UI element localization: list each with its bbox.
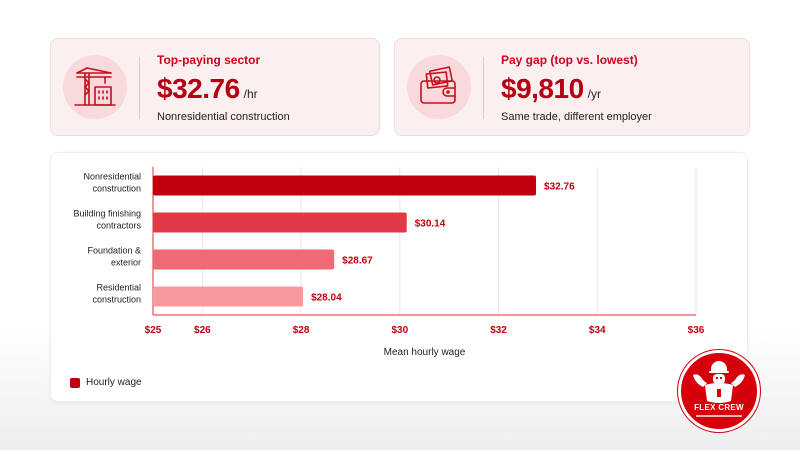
category-label: Residential (96, 283, 141, 293)
legend-swatch (70, 377, 80, 388)
worker-mascot-icon (693, 361, 745, 403)
card-subtitle: Same trade, different employer (501, 111, 652, 123)
bar (153, 249, 335, 270)
card-label: Pay gap (top vs. lowest) (501, 53, 638, 67)
bar-value-label: $28.67 (342, 256, 373, 267)
legend-label: Hourly wage (86, 377, 142, 388)
card-label: Top-paying sector (157, 53, 261, 67)
category-label: Building finishing (73, 209, 141, 219)
x-tick-label: $26 (194, 325, 211, 336)
chart-legend: Hourly wage (70, 377, 142, 388)
category-label: Nonresidential (83, 172, 141, 182)
card-divider (139, 57, 140, 119)
category-label: Foundation & (87, 246, 141, 256)
wallet-cash-icon (407, 55, 471, 119)
card-unit: /yr (587, 87, 601, 101)
category-label: construction (92, 295, 141, 305)
crane-building-icon (63, 55, 127, 119)
card-unit: /hr (243, 87, 258, 101)
x-tick-label: $28 (293, 325, 310, 336)
bar-value-label: $32.76 (544, 182, 575, 193)
x-tick-label: $34 (589, 325, 606, 336)
stat-card-pay-gap: Pay gap (top vs. lowest) $9,810 /yr Same… (394, 38, 750, 136)
bar-chart: $25 $26 $28 $30 $32 $34 $36 Mean hourly wage $32… (73, 167, 705, 358)
card-value: $32.76 (157, 73, 240, 104)
x-tick-label: $36 (688, 325, 705, 336)
category-label: exterior (111, 258, 141, 268)
card-subtitle: Nonresidential construction (157, 111, 290, 123)
bar-value-label: $30.14 (415, 219, 446, 230)
card-divider (483, 57, 484, 119)
bar (153, 175, 537, 196)
stat-card-top-sector: Top-paying sector $32.76 /hr Nonresident… (50, 38, 380, 136)
bar-value-label: $28.04 (311, 293, 342, 304)
x-axis-title: Mean hourly wage (384, 347, 466, 358)
brand-tagline (681, 415, 757, 418)
x-tick-label: $25 (145, 325, 162, 336)
x-tick-label: $32 (490, 325, 507, 336)
card-value: $9,810 (501, 73, 584, 104)
bar (153, 212, 407, 233)
flex-crew-logo: FLEX CREW (678, 350, 760, 432)
x-tick-label: $30 (391, 325, 408, 336)
bar (153, 286, 304, 307)
brand-name: FLEX CREW (694, 403, 744, 412)
category-label: contractors (96, 221, 141, 231)
category-label: construction (92, 184, 141, 194)
chart-panel: $25 $26 $28 $30 $32 $34 $36 Mean hourly wage $32… (50, 152, 748, 402)
